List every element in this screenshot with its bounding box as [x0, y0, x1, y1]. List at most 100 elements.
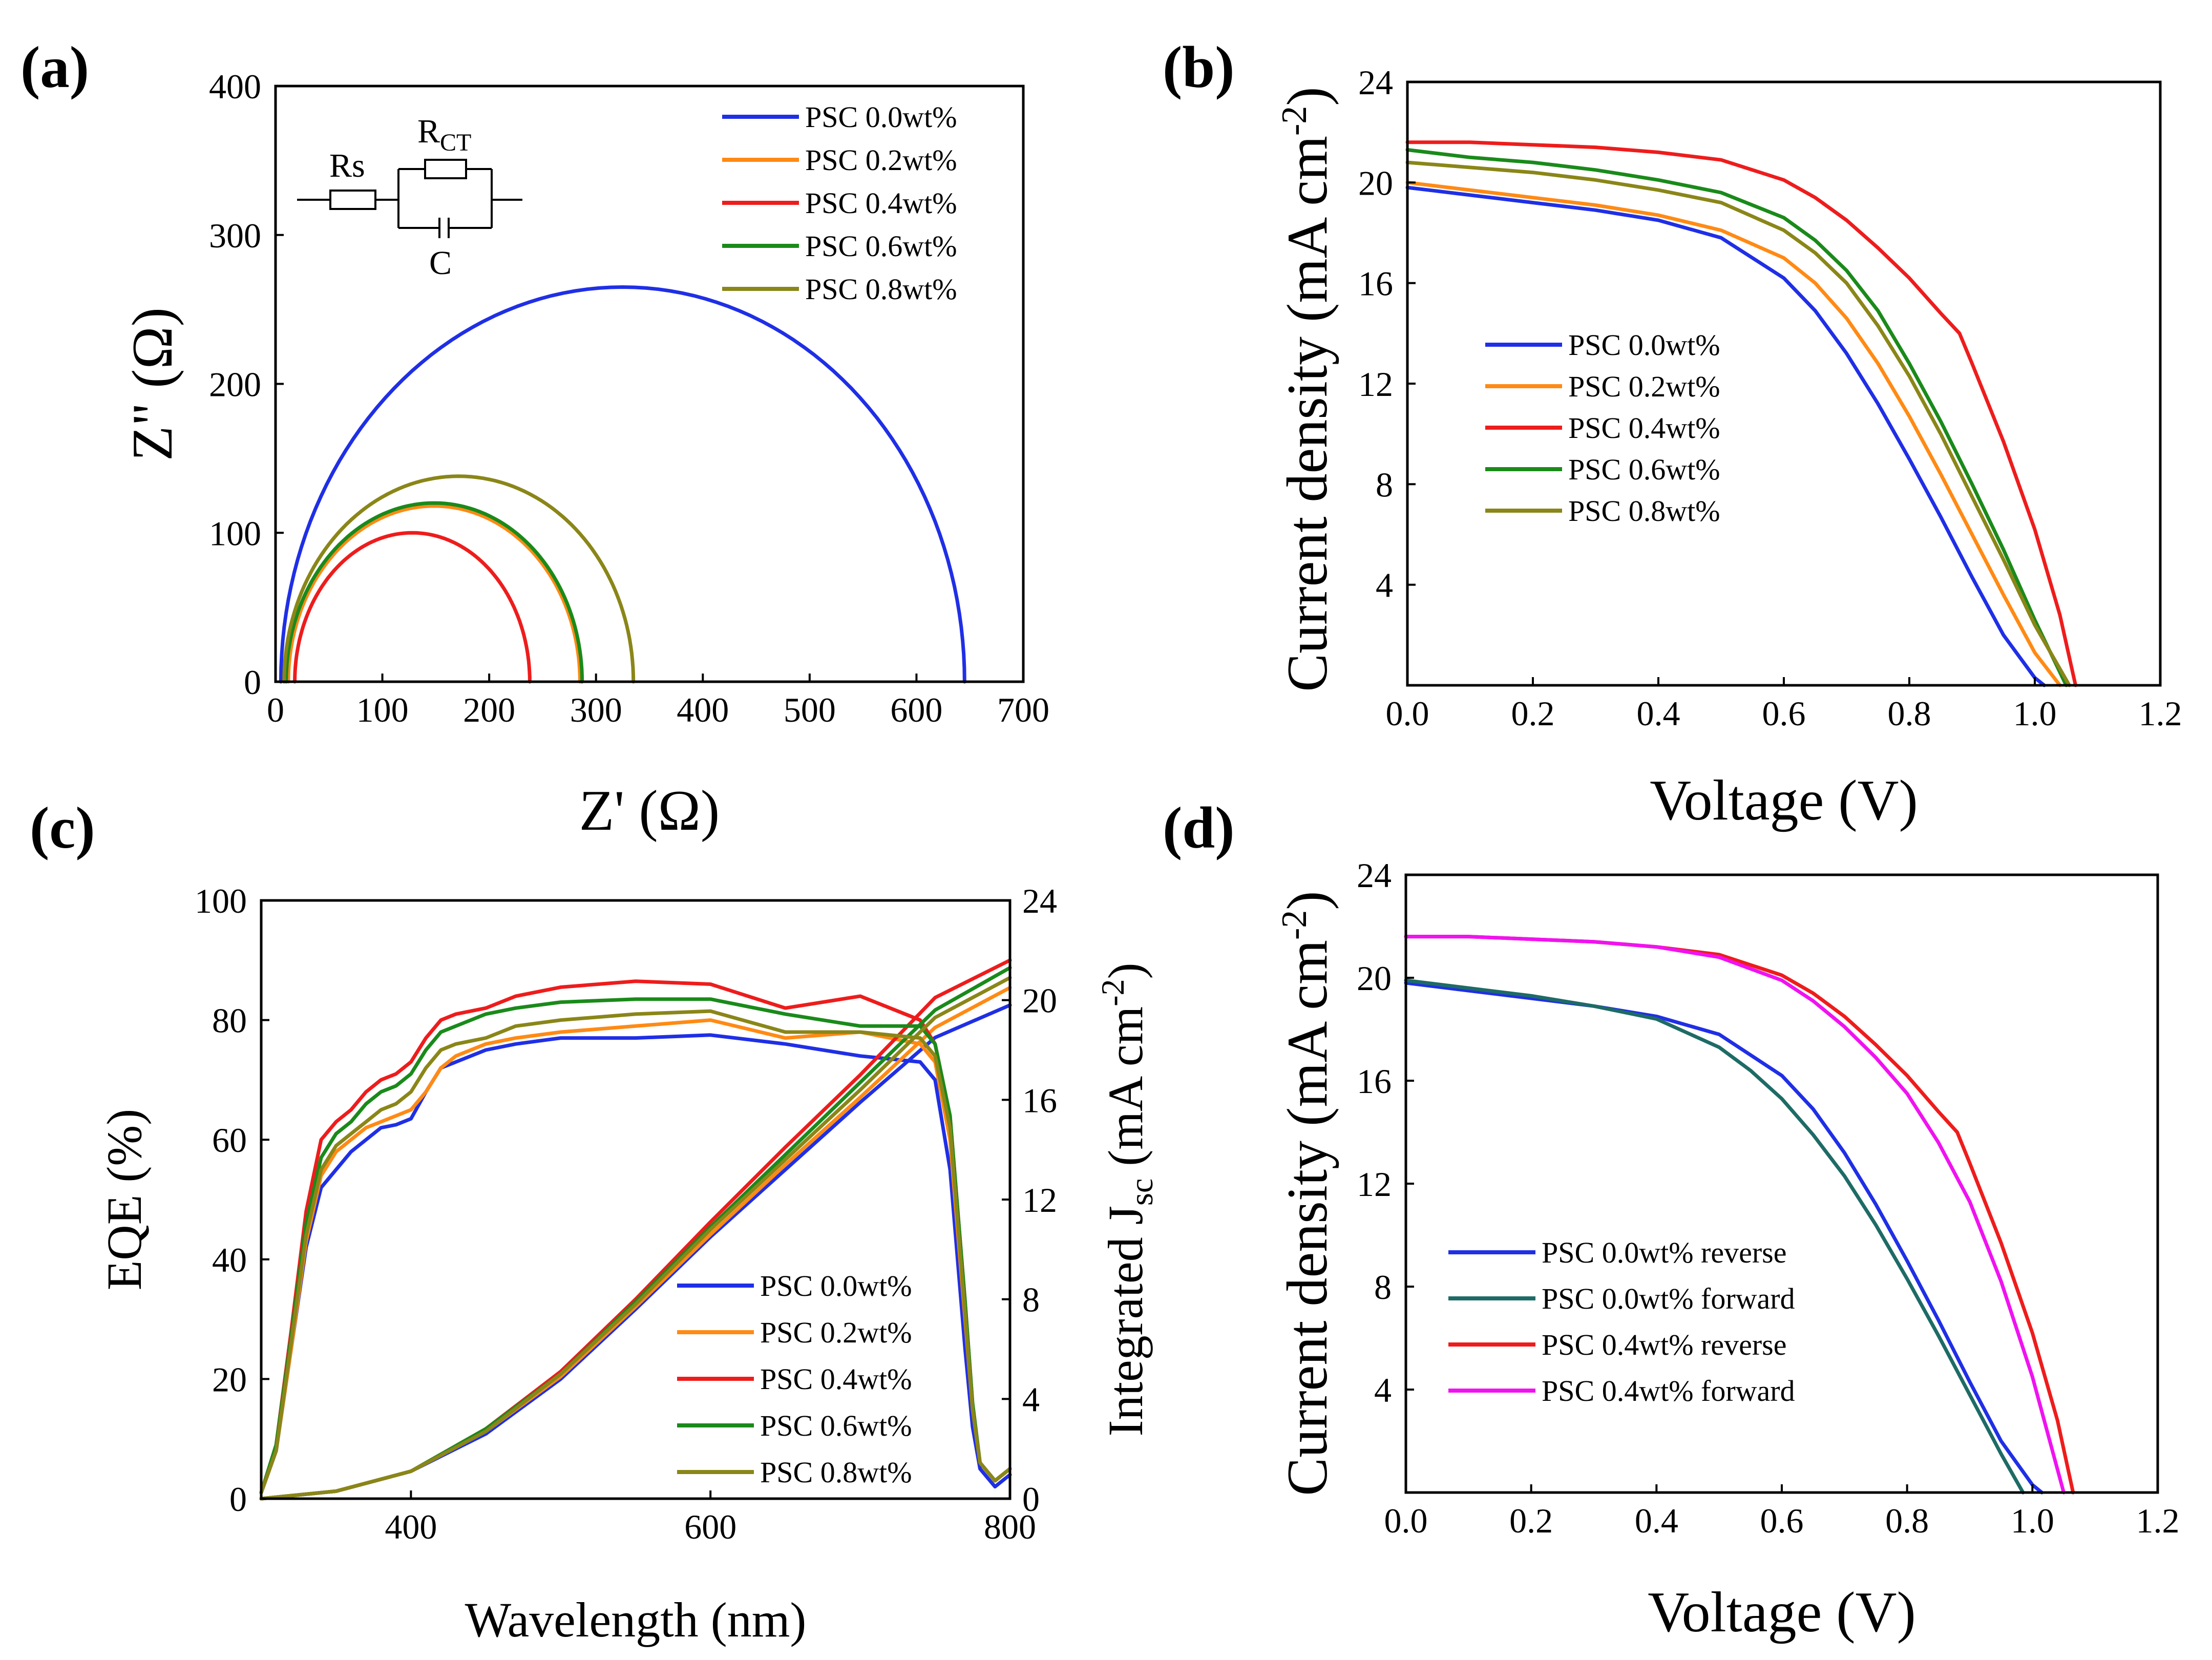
panel-d-x-tick-label: 0.2 — [1509, 1501, 1553, 1540]
panel-b-series-psc-0-0wt — [1405, 185, 2046, 687]
c-label: C — [429, 244, 452, 282]
panel-b-x-tick-label: 1.0 — [2013, 694, 2057, 733]
panel-c-right-y-tick-label: 4 — [1022, 1380, 1040, 1419]
panel-b-legend-label-psc-0-0wt: PSC 0.0wt% — [1568, 328, 1720, 362]
panel-d-series-psc-0-0wt-forward — [1404, 978, 2025, 1495]
panel-a-series-psc-0-6wt — [284, 501, 584, 684]
panel-b-y-tick-label: 20 — [1358, 163, 1393, 202]
panel-d-x-tick-label: 1.2 — [2136, 1501, 2180, 1540]
panel-b-series-psc-0-2wt — [1405, 180, 2062, 687]
panel-b-legend-label-psc-0-8wt: PSC 0.8wt% — [1568, 494, 1720, 528]
panel-b-y-tick-label: 4 — [1376, 566, 1393, 605]
panel-d-y-tick-label: 16 — [1357, 1062, 1392, 1101]
panel-a-y-tick-label: 0 — [244, 663, 261, 702]
panel-b-series-psc-0-6wt — [1405, 148, 2068, 687]
panel-d-tag: (d) — [1163, 795, 1235, 860]
panel-d-x-tick-label: 1.0 — [2011, 1501, 2054, 1540]
panel-d-y-tick-label: 4 — [1374, 1371, 1392, 1410]
panel-d-x-tick-label: 0.0 — [1384, 1501, 1428, 1540]
panel-c-y-tick-label: 20 — [212, 1360, 247, 1399]
panel-a-x-tick-label: 700 — [997, 690, 1049, 729]
panel-d-y-axis-label: Current density (mA cm-2) — [1275, 891, 1339, 1496]
panel-b-legend: PSC 0.0wt% PSC 0.2wt% PSC 0.4wt% PSC 0.6wt%… — [1485, 328, 1720, 528]
panel-b-legend-label-psc-0-2wt: PSC 0.2wt% — [1568, 370, 1720, 403]
panel-d-x-tick-label: 0.4 — [1635, 1501, 1678, 1540]
panel-d-y-tick-label: 20 — [1357, 959, 1392, 998]
panel-b-series-psc-0-4wt — [1405, 140, 2078, 687]
panel-b-series-psc-0-8wt — [1405, 160, 2071, 687]
panel-c-right-y-tick-label: 0 — [1022, 1480, 1040, 1519]
panel-d-legend-label-psc-0-0wt-reverse: PSC 0.0wt% reverse — [1542, 1236, 1786, 1269]
panel-a-x-tick-label: 0 — [267, 690, 284, 729]
panel-a-legend-label-psc-0-8wt: PSC 0.8wt% — [805, 272, 957, 306]
panel-a-impedance-chart: (a) 0 100 200 300 400 500 600 7000100200300400 … — [20, 35, 1049, 843]
panel-a-x-tick-label: 100 — [356, 690, 409, 729]
panel-b-y-tick-label: 8 — [1376, 465, 1393, 504]
panel-a-x-tick-label: 600 — [890, 690, 942, 729]
panel-d-y-tick-label: 12 — [1357, 1165, 1392, 1204]
panel-d-legend-label-psc-0-4wt-reverse: PSC 0.4wt% reverse — [1542, 1328, 1786, 1361]
panel-d-legend-label-psc-0-4wt-forward: PSC 0.4wt% forward — [1542, 1374, 1795, 1407]
panel-a-legend-label-psc-0-6wt: PSC 0.6wt% — [805, 229, 957, 263]
panel-a-y-axis-label: Z" (Ω) — [121, 307, 184, 461]
panel-b-x-tick-label: 0.4 — [1637, 694, 1680, 733]
rct-resistor-symbol — [424, 159, 467, 179]
panel-a-ticks: 0 100 200 300 400 500 600 700 0 100 200 300 400 — [209, 67, 1049, 729]
panel-d-series-psc-0-4wt-forward — [1404, 935, 2066, 1495]
panel-c-legend: PSC 0.0wt% PSC 0.2wt% PSC 0.4wt% PSC 0.6wt%… — [677, 1269, 912, 1489]
panel-b-x-tick-label: 0.2 — [1511, 694, 1555, 733]
panel-c-y-tick-label: 40 — [212, 1241, 247, 1279]
panel-d-y-tick-label: 8 — [1374, 1268, 1392, 1307]
panel-d-legend: PSC 0.0wt% reverse PSC 0.0wt% forward PSC … — [1448, 1236, 1795, 1407]
panel-a-legend-label-psc-0-0wt: PSC 0.0wt% — [805, 100, 957, 134]
panel-b-x-tick-label: 0.8 — [1888, 694, 1931, 733]
panel-c-eqe-series-psc-0-0wt — [259, 1033, 1012, 1495]
panel-a-x-tick-label: 500 — [784, 690, 836, 729]
panel-c-y-tick-label: 80 — [212, 1001, 247, 1040]
panel-c-right-y-tick-label: 12 — [1022, 1181, 1057, 1220]
panel-a-series-psc-0-0wt — [279, 285, 966, 684]
panel-a-legend: PSC 0.0wt% PSC 0.2wt% PSC 0.4wt% PSC 0.6wt%… — [722, 100, 957, 306]
panel-a-x-tick-label: 300 — [570, 690, 622, 729]
panel-c-right-y-tick-label: 24 — [1022, 881, 1057, 920]
panel-c-legend-label-psc-0-4wt: PSC 0.4wt% — [760, 1362, 912, 1396]
panel-a-series-psc-0-2wt — [286, 504, 582, 684]
panel-b-legend-label-psc-0-6wt: PSC 0.6wt% — [1568, 453, 1720, 486]
panel-c-right-y-axis-label: Integrated Jsc (mA cm-2) — [1094, 962, 1160, 1436]
panel-b-jv-chart: (b) 0.0 0.2 0.4 0.6 0.8 1.0 1.2 4 8 12 16 20 24 Volt… — [1163, 35, 2182, 832]
panel-b-y-tick-label: 24 — [1358, 63, 1393, 102]
panel-a-y-tick-label: 400 — [209, 67, 261, 106]
panel-c-legend-label-psc-0-0wt: PSC 0.0wt% — [760, 1269, 912, 1302]
panel-c-y-tick-label: 100 — [195, 881, 247, 920]
panel-d-x-tick-label: 0.8 — [1885, 1501, 1929, 1540]
panel-d-x-axis-label: Voltage (V) — [1648, 1581, 1916, 1644]
panel-b-x-tick-label: 1.2 — [2139, 694, 2182, 733]
panel-d-x-tick-label: 0.6 — [1760, 1501, 1804, 1540]
panel-a-x-tick-label: 400 — [677, 690, 729, 729]
panel-b-ticks: 0.0 0.2 0.4 0.6 0.8 1.0 1.2 4 8 12 16 20 24 — [1358, 63, 2182, 733]
rct-label: RCT — [417, 113, 471, 156]
panel-a-tag: (a) — [20, 35, 89, 100]
rs-resistor-symbol — [329, 190, 376, 210]
panel-b-x-tick-label: 0.0 — [1386, 694, 1429, 733]
panel-c-x-tick-label: 400 — [385, 1507, 437, 1546]
panel-a-series-group — [279, 285, 966, 684]
panel-d-legend-label-psc-0-0wt-forward: PSC 0.0wt% forward — [1542, 1282, 1795, 1315]
panel-b-x-axis-label: Voltage (V) — [1650, 769, 1918, 832]
equivalent-circuit-inset: Rs RCT C — [297, 113, 522, 282]
panel-c-y-tick-label: 60 — [212, 1121, 247, 1160]
panel-a-y-tick-label: 300 — [209, 216, 261, 255]
panel-a-y-tick-label: 200 — [209, 365, 261, 404]
panel-c-right-y-tick-label: 8 — [1022, 1280, 1040, 1319]
panel-d-y-tick-label: 24 — [1357, 856, 1392, 895]
panel-d-ticks: 0.0 0.2 0.4 0.6 0.8 1.0 1.2 4 8 12 16 20 24 — [1357, 856, 2180, 1540]
panel-c-y-tick-label: 0 — [229, 1480, 247, 1519]
panel-c-right-y-tick-label: 16 — [1022, 1081, 1057, 1120]
panel-c-jsc-series-psc-0-8wt — [259, 976, 1012, 1501]
panel-a-x-tick-label: 200 — [463, 690, 515, 729]
panel-b-y-axis-label: Current density (mA cm-2) — [1275, 87, 1339, 691]
panel-a-x-axis-label: Z' (Ω) — [579, 779, 720, 843]
